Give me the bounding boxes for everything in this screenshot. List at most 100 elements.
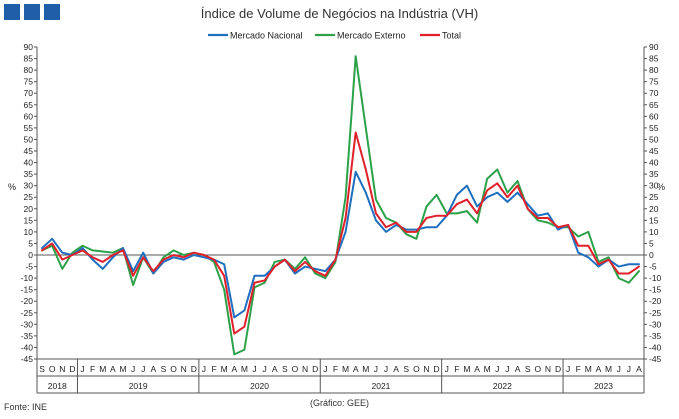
x-tick-label-month: F [90, 364, 95, 374]
x-tick-label-month: O [49, 364, 56, 374]
y-tick-label-right: 15 [649, 215, 659, 225]
y-tick-label-right: -10 [649, 273, 662, 283]
y-tick-label-right: -35 [649, 331, 662, 341]
x-tick-label-month: J [80, 364, 84, 374]
x-tick-label-month: J [263, 364, 267, 374]
x-tick-label-month: F [454, 364, 459, 374]
y-tick-label-left: 40 [24, 158, 34, 168]
x-tick-label-month: N [545, 364, 551, 374]
x-tick-label-month: J [374, 364, 378, 374]
x-tick-label-month: S [282, 364, 288, 374]
x-tick-label-month: M [221, 364, 228, 374]
series-line-mercado-nacional [41, 170, 640, 319]
y-tick-label-left: 60 [24, 111, 34, 121]
x-tick-label-month: J [323, 364, 327, 374]
x-tick-label-month: D [434, 364, 440, 374]
x-tick-label-month: J [384, 364, 388, 374]
y-tick-label-right: 0 [649, 250, 654, 260]
y-tick-label-left: 45 [24, 146, 34, 156]
x-tick-label-month: F [211, 364, 216, 374]
x-tick-label-month: O [413, 364, 420, 374]
x-tick-label-month: M [463, 364, 470, 374]
y-tick-label-left: 85 [24, 54, 34, 64]
y-tick-label-left: -5 [25, 262, 33, 272]
x-tick-label-month: A [231, 364, 237, 374]
y-tick-label-right: 45 [649, 146, 659, 156]
x-tick-label-year: 2018 [48, 381, 67, 391]
series-line-mercado-externo [41, 55, 640, 356]
x-tick-label-month: N [181, 364, 187, 374]
y-tick-label-left: 70 [24, 88, 34, 98]
y-tick-label-right: 75 [649, 77, 659, 87]
legend-label-1: Mercado Externo [337, 31, 406, 41]
x-tick-label-month: A [353, 364, 359, 374]
x-tick-label-month: D [555, 364, 561, 374]
y-tick-label-right: 85 [649, 54, 659, 64]
y-tick-label-left: 35 [24, 169, 34, 179]
x-tick-label-month: M [119, 364, 126, 374]
y-tick-label-left: 15 [24, 215, 34, 225]
y-tick-label-right: -20 [649, 296, 662, 306]
x-tick-label-month: M [605, 364, 612, 374]
x-tick-label-month: N [302, 364, 308, 374]
y-tick-label-right: -5 [649, 262, 657, 272]
credit-note: (Gráfico: GEE) [309, 398, 369, 408]
x-tick-label-month: M [585, 364, 592, 374]
y-tick-label-left: 5 [28, 238, 33, 248]
x-tick-label-month: A [272, 364, 278, 374]
x-tick-label-month: N [59, 364, 65, 374]
y-tick-label-left: -20 [21, 296, 34, 306]
y-tick-label-right: 20 [649, 204, 659, 214]
y-tick-label-right: 40 [649, 158, 659, 168]
y-tick-label-left: 55 [24, 123, 34, 133]
x-tick-label-month: M [99, 364, 106, 374]
y-tick-label-left: 0 [28, 250, 33, 260]
series-line-total [41, 131, 640, 335]
x-tick-label-month: M [484, 364, 491, 374]
x-tick-label-month: A [636, 364, 642, 374]
x-tick-label-month: D [69, 364, 75, 374]
y-tick-label-left: -35 [21, 331, 34, 341]
brand-block-1 [4, 4, 20, 20]
legend-label-2: Total [442, 31, 461, 41]
x-tick-label-month: J [566, 364, 570, 374]
x-tick-label-month: N [423, 364, 429, 374]
x-tick-label-year: 2019 [129, 381, 148, 391]
y-tick-label-left: 20 [24, 204, 34, 214]
x-tick-label-month: J [141, 364, 145, 374]
x-tick-label-month: D [312, 364, 318, 374]
y-tick-label-right: 5 [649, 238, 654, 248]
y-tick-label-left: 30 [24, 181, 34, 191]
y-tick-label-left: 65 [24, 100, 34, 110]
x-tick-label-month: J [495, 364, 499, 374]
x-tick-label-month: M [241, 364, 248, 374]
x-tick-label-month: A [596, 364, 602, 374]
x-tick-label-month: F [576, 364, 581, 374]
y-tick-label-right: 10 [649, 227, 659, 237]
y-axis-label-left: % [8, 182, 16, 192]
y-tick-label-right: 55 [649, 123, 659, 133]
brand-block-3 [44, 4, 60, 20]
x-tick-label-month: F [333, 364, 338, 374]
x-tick-label-year: 2023 [594, 381, 613, 391]
brand-block-2 [24, 4, 40, 20]
x-tick-label-year: 2020 [250, 381, 269, 391]
y-tick-label-right: -45 [649, 354, 662, 364]
y-tick-label-right: -15 [649, 285, 662, 295]
y-tick-label-right: 65 [649, 100, 659, 110]
x-tick-label-month: O [534, 364, 541, 374]
y-tick-label-left: -10 [21, 273, 34, 283]
x-tick-label-month: J [627, 364, 631, 374]
y-tick-label-right: 30 [649, 181, 659, 191]
y-tick-label-right: 70 [649, 88, 659, 98]
x-tick-label-month: S [161, 364, 167, 374]
y-tick-label-right: 35 [649, 169, 659, 179]
legend-label-0: Mercado Nacional [230, 31, 303, 41]
x-tick-label-month: J [131, 364, 135, 374]
y-tick-label-left: -25 [21, 308, 34, 318]
x-tick-label-month: O [292, 364, 299, 374]
x-tick-label-month: O [170, 364, 177, 374]
source-note: Fonte: INE [4, 402, 48, 412]
x-tick-label-month: S [525, 364, 531, 374]
y-tick-label-right: 80 [649, 65, 659, 75]
